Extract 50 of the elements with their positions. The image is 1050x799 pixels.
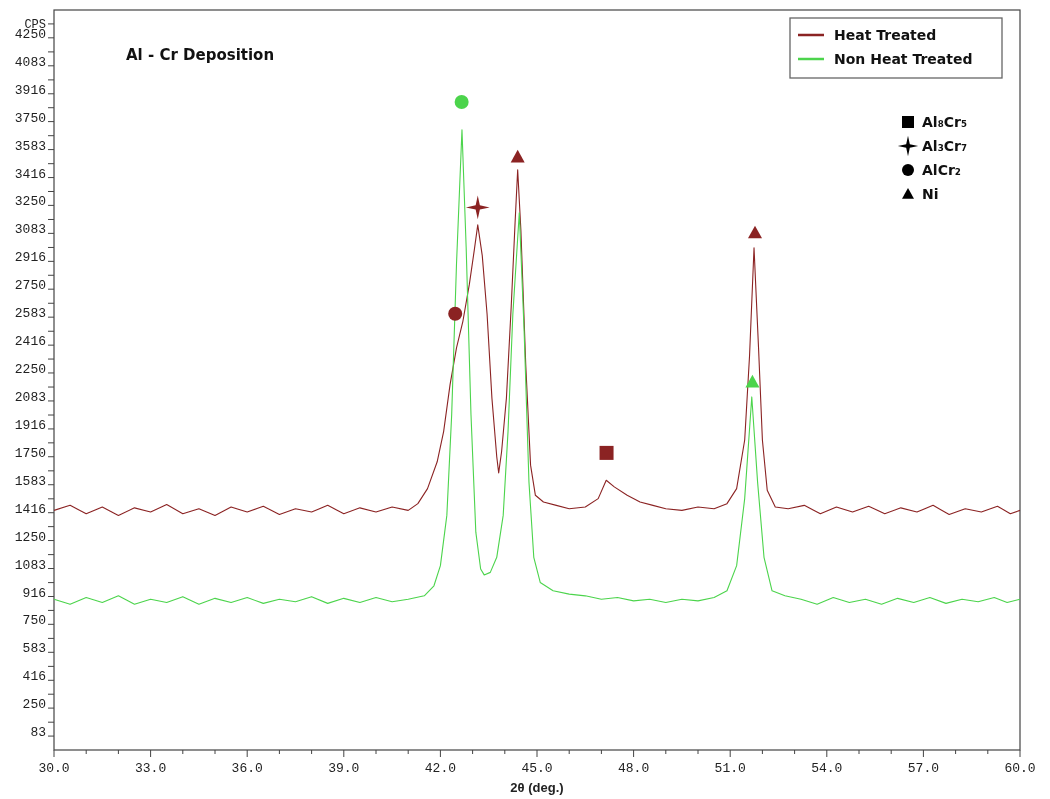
x-tick-label: 36.0	[231, 761, 263, 776]
legend-label: Heat Treated	[834, 27, 937, 43]
x-tick-label: 42.0	[424, 761, 457, 776]
y-tick-label: 916	[22, 585, 46, 601]
y-tick-label: 3583	[14, 138, 46, 154]
annotation: Ni	[922, 186, 939, 202]
annotation: AlCr₂	[922, 162, 961, 178]
x-tick-label: 48.0	[617, 761, 650, 776]
x-tick-label: 60.0	[1004, 761, 1036, 776]
x-tick-label: 33.0	[134, 761, 167, 776]
y-tick-label: 3916	[14, 82, 46, 98]
x-tick-label: 45.0	[521, 761, 553, 776]
y-tick-label: 2750	[14, 278, 46, 294]
point	[454, 95, 469, 109]
x-axis-title: 2θ (deg.)	[510, 780, 564, 795]
y-tick-label: 1416	[14, 501, 46, 517]
legend-label: Non Heat Treated	[834, 51, 973, 67]
line-series	[53, 129, 1021, 605]
text: Al - Cr Deposition	[126, 46, 275, 64]
x-tick-label: 57.0	[907, 761, 940, 776]
y-tick-label: 1583	[14, 473, 46, 489]
y-tick-label: 2416	[14, 334, 46, 350]
y-tick-label: 2250	[14, 361, 46, 377]
x-tick-label: 30.0	[38, 761, 70, 776]
y-tick-label: 3083	[14, 222, 46, 238]
y-tick-label: 583	[22, 641, 46, 657]
y-tick-label: 250	[22, 697, 46, 713]
y-tick-label: 1916	[14, 417, 46, 433]
point	[599, 445, 614, 460]
annotation: Al₈Cr₅	[922, 114, 968, 130]
y-tick-label: 3750	[14, 110, 46, 126]
y-tick-label: 83	[30, 725, 46, 741]
point	[747, 225, 762, 239]
y-tick-label: 2083	[14, 389, 46, 405]
y-tick-label: 2583	[14, 306, 46, 322]
point	[510, 149, 525, 163]
y-tick-label: 750	[22, 613, 46, 629]
y-tick-label: 4083	[14, 54, 46, 70]
y-tick-label: 1750	[14, 445, 46, 461]
y-tick-label: 416	[22, 669, 46, 685]
y-tick-label: 1083	[14, 557, 46, 573]
x-tick-label: 51.0	[714, 761, 746, 776]
y-tick-label: 3250	[14, 194, 46, 210]
y-tick-label: 1250	[14, 529, 46, 545]
x-tick-label: 54.0	[811, 761, 843, 776]
y-tick-label: 3416	[14, 166, 46, 182]
x-tick-label: 39.0	[328, 761, 360, 776]
point	[465, 195, 490, 220]
y-tick-label: 2916	[14, 250, 46, 266]
annotation: Al₃Cr₇	[922, 138, 968, 154]
